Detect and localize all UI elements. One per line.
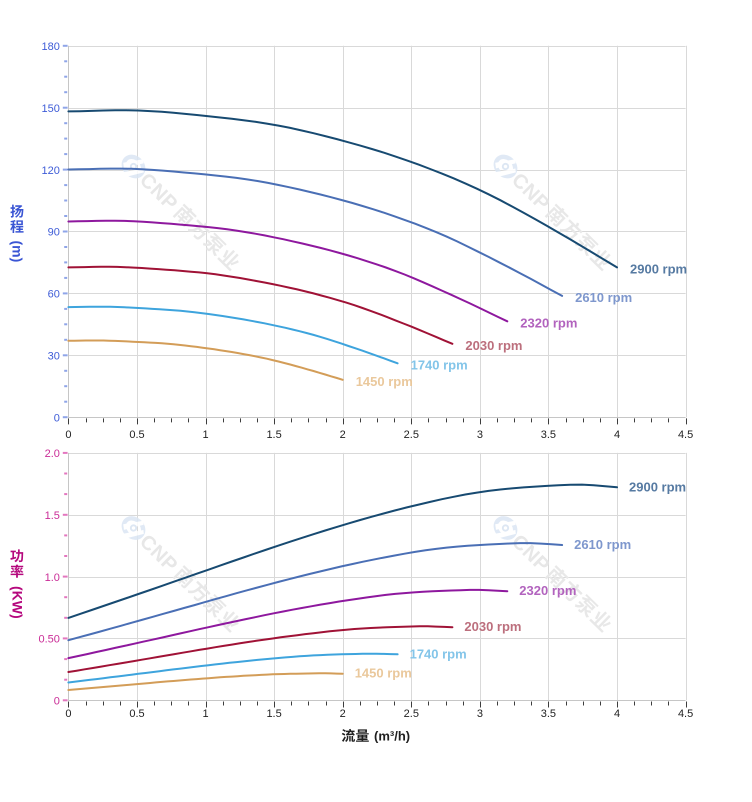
svg-text:3: 3 (477, 708, 483, 720)
svg-text:(KW): (KW) (10, 586, 26, 619)
svg-text:4: 4 (614, 708, 620, 720)
svg-text:2610 rpm: 2610 rpm (574, 537, 631, 552)
svg-text:2900 rpm: 2900 rpm (629, 479, 686, 494)
svg-text:2.5: 2.5 (404, 429, 419, 441)
svg-text:1.5: 1.5 (266, 429, 281, 441)
svg-text:120: 120 (42, 165, 60, 177)
svg-text:4.5: 4.5 (678, 429, 693, 441)
svg-text:1740 rpm: 1740 rpm (410, 646, 467, 661)
svg-text:0: 0 (65, 708, 71, 720)
svg-text:1.0: 1.0 (45, 572, 60, 584)
svg-text:3.5: 3.5 (541, 708, 556, 720)
svg-text:2610 rpm: 2610 rpm (575, 290, 632, 305)
svg-text:(m): (m) (10, 241, 26, 263)
svg-text:0.5: 0.5 (129, 708, 144, 720)
svg-text:2900 rpm: 2900 rpm (630, 261, 687, 276)
svg-text:2.5: 2.5 (404, 708, 419, 720)
svg-text:0: 0 (65, 429, 71, 441)
svg-text:2: 2 (340, 708, 346, 720)
svg-text:0: 0 (54, 696, 60, 708)
svg-text:1: 1 (203, 429, 209, 441)
svg-text:60: 60 (48, 289, 60, 301)
svg-text:30: 30 (48, 351, 60, 363)
svg-text:2.0: 2.0 (45, 448, 60, 460)
svg-text:2030 rpm: 2030 rpm (465, 338, 522, 353)
svg-text:1.5: 1.5 (266, 708, 281, 720)
svg-text:2320 rpm: 2320 rpm (520, 315, 577, 330)
svg-text:1: 1 (203, 708, 209, 720)
svg-text:3: 3 (477, 429, 483, 441)
svg-text:2320 rpm: 2320 rpm (519, 583, 576, 598)
svg-text:0: 0 (54, 412, 60, 424)
svg-text:2: 2 (340, 429, 346, 441)
svg-text:0.5: 0.5 (129, 429, 144, 441)
svg-text:4: 4 (614, 429, 620, 441)
svg-text:(m³/h): (m³/h) (374, 728, 410, 743)
svg-text:4.5: 4.5 (678, 708, 693, 720)
svg-text:2030 rpm: 2030 rpm (464, 619, 521, 634)
svg-text:150: 150 (42, 103, 60, 115)
svg-text:180: 180 (42, 41, 60, 53)
svg-text:1450 rpm: 1450 rpm (356, 374, 413, 389)
svg-text:1450 rpm: 1450 rpm (355, 666, 412, 681)
svg-text:3.5: 3.5 (541, 429, 556, 441)
svg-text:1.5: 1.5 (45, 510, 60, 522)
svg-text:0.50: 0.50 (38, 634, 59, 646)
svg-text:1740 rpm: 1740 rpm (411, 357, 468, 372)
svg-text:90: 90 (48, 227, 60, 239)
